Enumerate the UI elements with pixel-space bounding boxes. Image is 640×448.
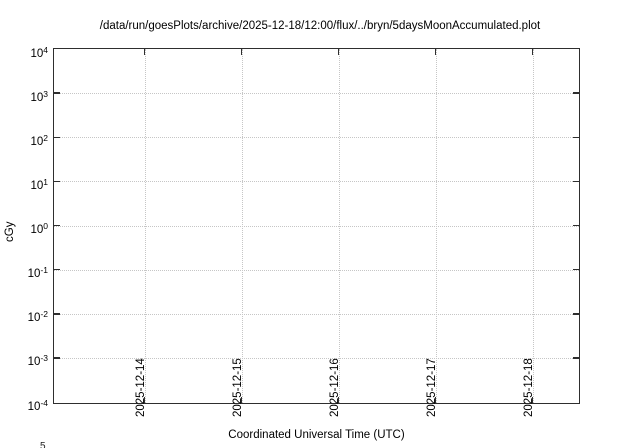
x-tick-label-text: 2025-12-18	[523, 358, 535, 417]
v-gridline	[144, 49, 146, 403]
y-tick-label: 10-3	[27, 353, 48, 369]
y-axis-tick	[573, 357, 579, 359]
y-axis-tick	[54, 268, 60, 271]
y-tick-label: 104	[30, 44, 48, 60]
v-gridline	[532, 49, 534, 403]
y-tick-label: 10-4	[27, 397, 48, 413]
x-axis-tick	[143, 49, 146, 55]
plot-area	[53, 48, 580, 404]
x-axis-tick	[434, 397, 437, 403]
h-gridline	[54, 93, 579, 95]
h-gridline	[54, 313, 579, 315]
y-tick-label: 10-1	[27, 265, 48, 281]
h-gridline	[54, 137, 579, 139]
y-axis-tick	[54, 180, 60, 183]
y-axis-tick	[573, 136, 579, 138]
x-tick-label-text: 2025-12-14	[135, 358, 147, 417]
x-axis-tick	[531, 49, 534, 55]
y-axis-tick	[54, 136, 60, 138]
y-tick-label: 10-2	[27, 309, 48, 325]
y-axis-tick	[573, 180, 579, 183]
x-axis-tick	[240, 49, 243, 55]
y-tick-label: 102	[30, 132, 48, 148]
x-tick-label-text: 2025-12-17	[426, 358, 438, 417]
x-tick-label-text: 2025-12-16	[329, 358, 341, 417]
x-axis-tick	[531, 397, 534, 403]
x-axis-tick	[434, 49, 437, 55]
h-gridline	[54, 357, 579, 359]
y-axis-tick	[54, 92, 60, 94]
y-tick-label: 101	[30, 176, 48, 192]
v-gridline	[241, 49, 243, 403]
y-axis-tick	[54, 357, 60, 359]
x-axis-tick	[240, 397, 243, 403]
y-axis-tick	[573, 224, 579, 227]
y-tick-label: 103	[30, 88, 48, 104]
y-axis-tick	[54, 313, 60, 315]
x-axis-tick	[337, 49, 340, 55]
x-axis-tick	[143, 397, 146, 403]
clipped-next-plot-label: 5	[40, 441, 46, 448]
y-tick-label: 100	[30, 221, 48, 236]
x-axis-title: Coordinated Universal Time (UTC)	[228, 429, 405, 441]
y-axis-tick	[573, 268, 579, 271]
y-axis-tick	[573, 313, 579, 315]
y-axis-tick	[573, 92, 579, 94]
h-gridline	[54, 225, 579, 227]
h-gridline	[54, 181, 579, 183]
h-gridline	[54, 269, 579, 271]
v-gridline	[435, 49, 437, 403]
v-gridline	[338, 49, 340, 403]
chart-title: /data/run/goesPlots/archive/2025-12-18/1…	[99, 20, 541, 32]
x-axis-tick	[337, 397, 340, 403]
x-tick-label-text: 2025-12-15	[232, 358, 244, 417]
y-axis-tick	[54, 224, 60, 227]
